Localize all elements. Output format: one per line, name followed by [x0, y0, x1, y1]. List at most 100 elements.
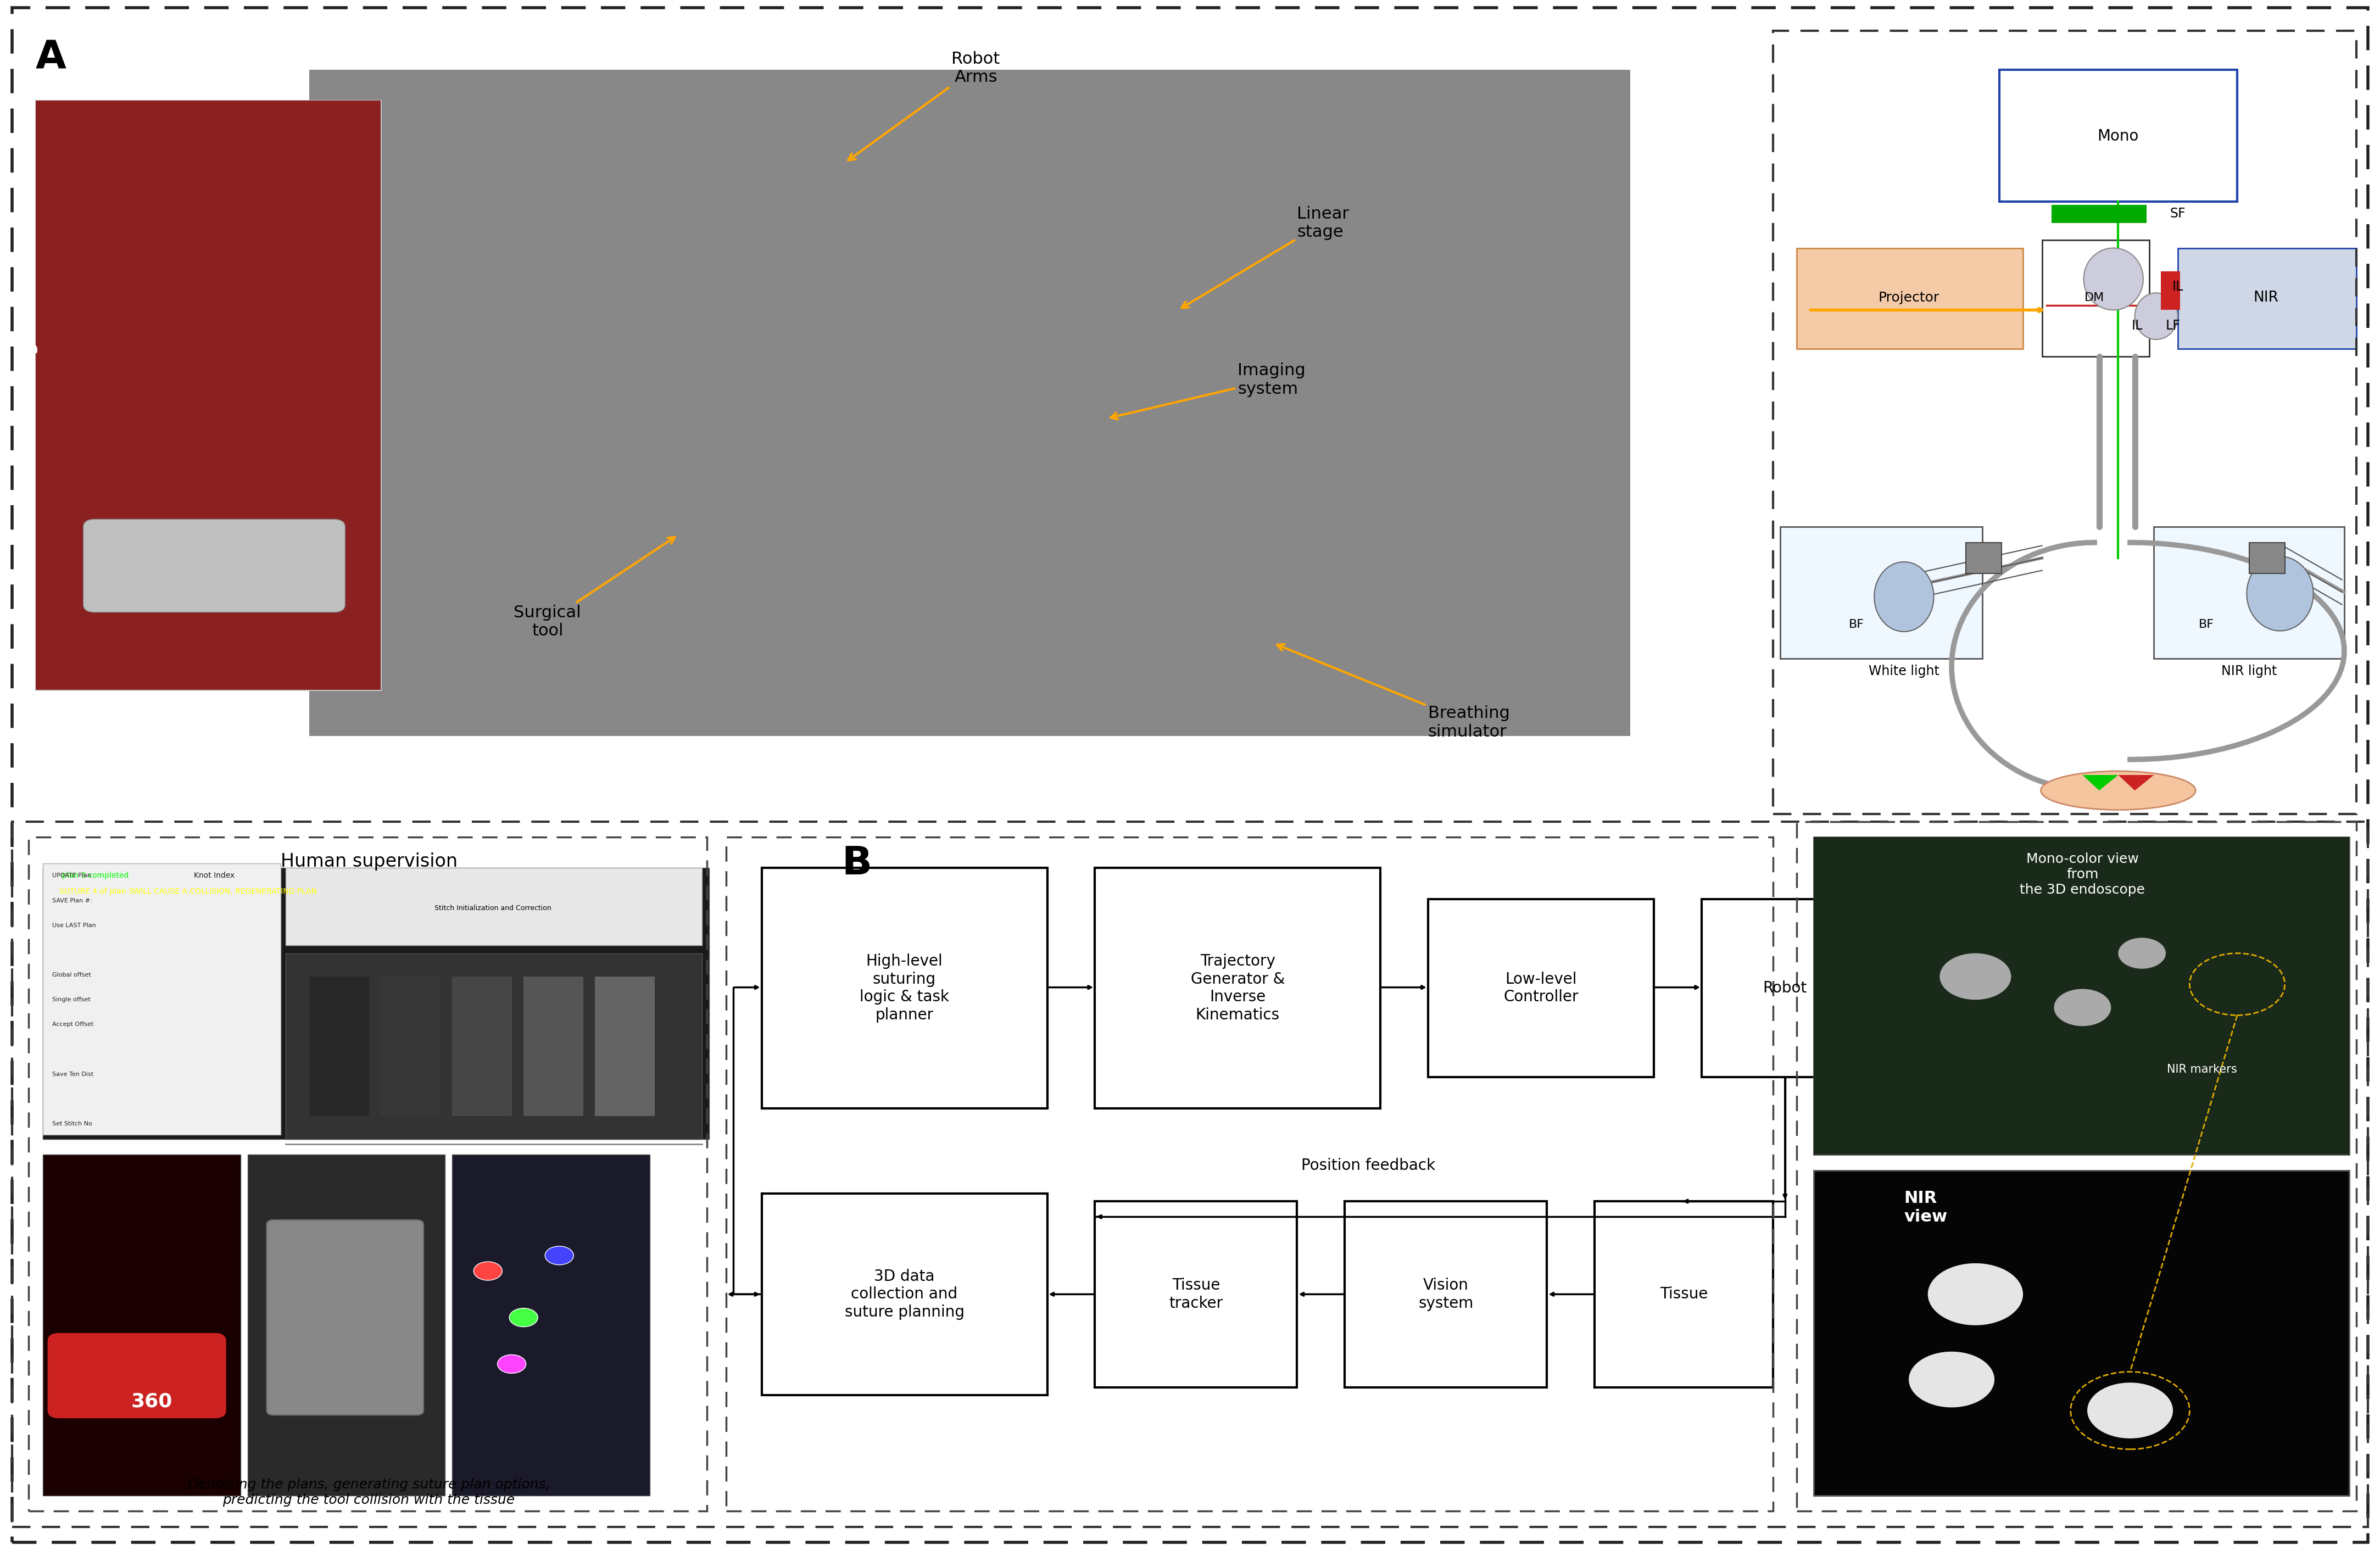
Bar: [2052, 205, 2147, 223]
Text: Knot Index: Knot Index: [193, 873, 236, 879]
Bar: [29, 837, 707, 1511]
FancyBboxPatch shape: [43, 1155, 240, 1496]
FancyBboxPatch shape: [1345, 1201, 1547, 1387]
Circle shape: [2087, 1383, 2173, 1438]
Text: Human supervision: Human supervision: [281, 852, 457, 871]
FancyBboxPatch shape: [2154, 527, 2344, 659]
FancyBboxPatch shape: [762, 868, 1047, 1108]
Bar: [1966, 542, 2002, 573]
Text: NIR markers: NIR markers: [2168, 1063, 2237, 1076]
Text: UPDATE Plan: UPDATE Plan: [52, 873, 90, 879]
FancyBboxPatch shape: [83, 519, 345, 612]
Bar: [452, 976, 512, 1116]
Text: Trajectory
Generator &
Inverse
Kinematics: Trajectory Generator & Inverse Kinematic…: [1190, 953, 1285, 1023]
Circle shape: [1940, 953, 2011, 1000]
Text: Denoising the plans, generating suture plan options,
predicting the tool collisi: Denoising the plans, generating suture p…: [188, 1479, 550, 1507]
Text: A: A: [36, 39, 67, 76]
Text: Robot
Arms: Robot Arms: [847, 51, 1000, 160]
Bar: [726, 837, 1773, 1511]
Text: NIR
view: NIR view: [1904, 1190, 1947, 1224]
FancyBboxPatch shape: [762, 1194, 1047, 1395]
Ellipse shape: [1875, 563, 1933, 632]
FancyBboxPatch shape: [1095, 1201, 1297, 1387]
Text: BF: BF: [2199, 618, 2213, 631]
Text: Stitch Initialization and Correction: Stitch Initialization and Correction: [433, 905, 552, 911]
Text: Robot: Robot: [1764, 981, 1806, 995]
Text: Mono: Mono: [2097, 129, 2140, 144]
Bar: [1814, 837, 2349, 1155]
FancyBboxPatch shape: [248, 1155, 445, 1496]
Text: Position feedback: Position feedback: [1302, 1158, 1435, 1173]
Text: Single offset: Single offset: [52, 997, 90, 1003]
FancyBboxPatch shape: [36, 101, 381, 690]
FancyBboxPatch shape: [1999, 70, 2237, 202]
Polygon shape: [2118, 775, 2154, 790]
Text: Vision
system: Vision system: [1418, 1277, 1473, 1311]
FancyBboxPatch shape: [1814, 1170, 2349, 1496]
Text: Global offset: Global offset: [52, 972, 90, 978]
FancyBboxPatch shape: [1095, 868, 1380, 1108]
FancyBboxPatch shape: [1428, 899, 1654, 1077]
Text: High-level
suturing
logic & task
planner: High-level suturing logic & task planner: [859, 953, 950, 1023]
Text: Set Stitch No: Set Stitch No: [52, 1121, 93, 1127]
Text: Projector: Projector: [1878, 291, 1940, 304]
Circle shape: [509, 1308, 538, 1327]
FancyBboxPatch shape: [43, 868, 709, 1139]
FancyBboxPatch shape: [1780, 527, 1983, 659]
Text: IL: IL: [2173, 281, 2182, 293]
Ellipse shape: [2247, 556, 2313, 631]
Text: LF: LF: [2166, 319, 2180, 332]
FancyBboxPatch shape: [2042, 240, 2149, 356]
Text: NIR: NIR: [2254, 290, 2278, 305]
Bar: [36, 101, 381, 690]
FancyBboxPatch shape: [452, 1155, 650, 1496]
Text: Surgical
tool: Surgical tool: [514, 536, 676, 639]
Text: BF: BF: [1849, 618, 1864, 631]
Bar: [2249, 542, 2285, 573]
Text: IL: IL: [2132, 319, 2142, 332]
Text: White light: White light: [1868, 665, 1940, 677]
Text: Save Ten Dist: Save Ten Dist: [52, 1071, 93, 1077]
Bar: [381, 976, 440, 1116]
Circle shape: [474, 1262, 502, 1280]
Text: SUTURE 4 of plan 3WILL CAUSE A COLLISION, REGENERATING PLAN: SUTURE 4 of plan 3WILL CAUSE A COLLISION…: [59, 888, 317, 894]
Polygon shape: [2082, 775, 2118, 790]
Text: Breathing
simulator: Breathing simulator: [1278, 645, 1509, 739]
Text: SAVE Plan #:: SAVE Plan #:: [52, 897, 93, 904]
Circle shape: [1928, 1263, 2023, 1325]
Bar: [12, 822, 2368, 1527]
FancyBboxPatch shape: [309, 70, 1630, 736]
FancyBboxPatch shape: [43, 863, 281, 1135]
Ellipse shape: [2040, 770, 2197, 809]
Text: -plan 3 completed: -plan 3 completed: [59, 873, 129, 879]
Circle shape: [545, 1246, 574, 1265]
Text: Imaging
system: Imaging system: [1111, 363, 1307, 420]
Text: NIR light: NIR light: [2221, 665, 2278, 677]
Text: Tissue: Tissue: [1659, 1286, 1709, 1302]
FancyBboxPatch shape: [48, 1333, 226, 1418]
Text: 3D data
collection and
suture planning: 3D data collection and suture planning: [845, 1269, 964, 1319]
Ellipse shape: [2135, 293, 2178, 339]
Circle shape: [2054, 989, 2111, 1026]
Bar: [1773, 31, 2356, 814]
Text: 360: 360: [131, 1392, 171, 1410]
Text: Breathing: Breathing: [21, 341, 36, 434]
Text: DM: DM: [2085, 291, 2104, 304]
FancyBboxPatch shape: [286, 953, 702, 1139]
FancyBboxPatch shape: [1595, 1201, 1773, 1387]
FancyBboxPatch shape: [1702, 899, 1868, 1077]
FancyBboxPatch shape: [2178, 248, 2356, 349]
Text: Use LAST Plan: Use LAST Plan: [52, 922, 95, 928]
FancyBboxPatch shape: [1797, 248, 2023, 349]
Circle shape: [1909, 1352, 1994, 1407]
Circle shape: [497, 1355, 526, 1373]
Bar: [1797, 822, 2356, 1511]
Text: SF: SF: [2171, 208, 2185, 220]
Bar: [595, 976, 654, 1116]
Ellipse shape: [595, 85, 1309, 473]
Circle shape: [2118, 938, 2166, 969]
FancyBboxPatch shape: [286, 868, 702, 946]
Text: Tissue
tracker: Tissue tracker: [1169, 1277, 1223, 1311]
Text: B: B: [843, 845, 871, 882]
FancyBboxPatch shape: [267, 1220, 424, 1415]
